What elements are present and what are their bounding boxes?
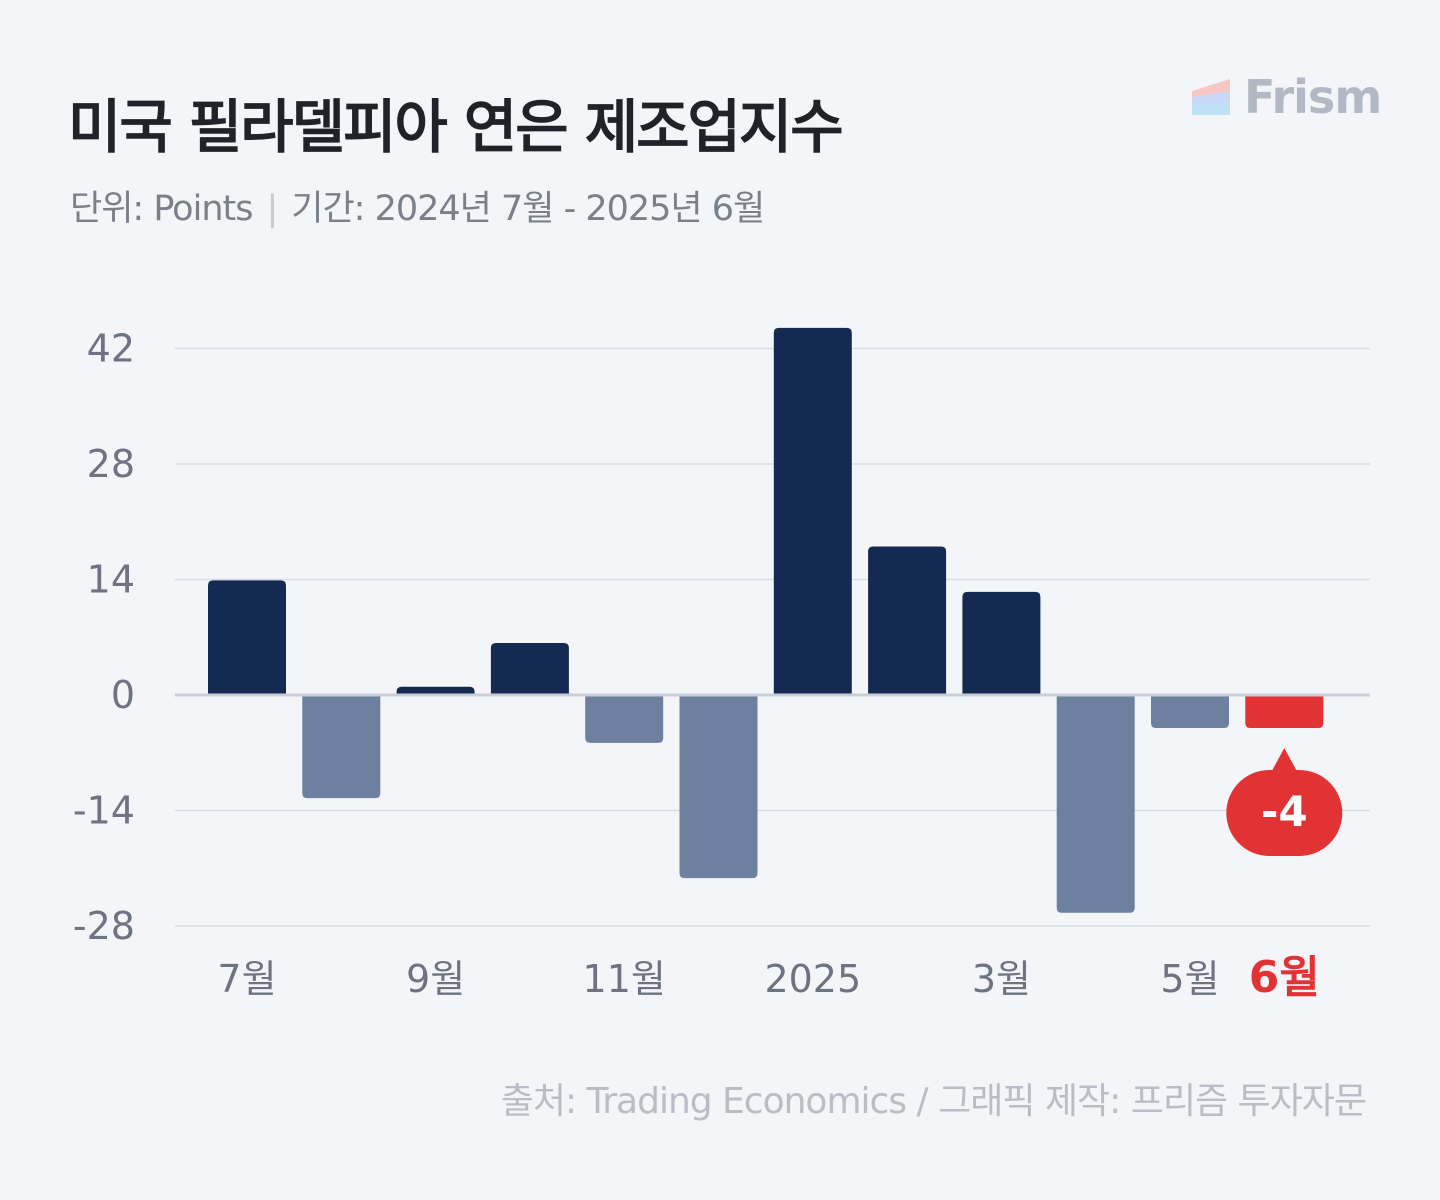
x-tick-label: 11월 xyxy=(583,957,666,1001)
bar-11 xyxy=(1151,695,1229,728)
x-tick-label: 2025 xyxy=(764,957,861,1001)
bar-12 xyxy=(1245,695,1324,728)
bar-2 xyxy=(302,695,381,799)
x-axis-ticks: 7월 9월 11월 2025 3월 5월 6월 xyxy=(217,952,1319,1003)
bar-3 xyxy=(396,686,475,695)
bar-10 xyxy=(1056,695,1135,913)
subtitle-separator: | xyxy=(266,189,278,229)
bar-9 xyxy=(962,591,1041,695)
y-tick-label: 0 xyxy=(111,673,135,717)
bar-6 xyxy=(679,695,758,879)
brand-name: Frism xyxy=(1244,70,1382,124)
y-tick-label: 42 xyxy=(87,327,135,371)
chart-title: 미국 필라델피아 연은 제조업지수 xyxy=(68,93,844,161)
x-tick-label: 6월 xyxy=(1249,952,1320,1003)
y-axis-ticks: 42 28 14 0 -14 -28 xyxy=(73,327,135,949)
callout-pointer xyxy=(1271,748,1298,772)
bar-chart: 42 28 14 0 -14 -28 7월 9월 11월 2025 3월 5월 6월 -4 xyxy=(73,327,1370,1003)
callout-value-label: -4 xyxy=(1261,787,1308,836)
highlight-callout: -4 xyxy=(1226,748,1343,856)
grid-lines xyxy=(175,347,1370,927)
source-note: 출처: Trading Economics / 그래픽 제작: 프리즘 투자자문 xyxy=(500,1081,1367,1122)
y-tick-label: -14 xyxy=(73,789,135,833)
unit-label: 단위: Points xyxy=(70,189,253,229)
x-tick-label: 9월 xyxy=(406,957,465,1001)
bar-8 xyxy=(868,546,947,695)
y-tick-label: -28 xyxy=(73,904,135,948)
bar-1 xyxy=(208,580,286,695)
prism-logo-icon xyxy=(1192,79,1230,115)
x-tick-label: 3월 xyxy=(972,957,1031,1001)
x-tick-label: 5월 xyxy=(1160,957,1219,1001)
bar-7 xyxy=(773,327,852,695)
bar-4 xyxy=(490,643,569,695)
y-tick-label: 28 xyxy=(87,442,135,486)
period-label: 기간: 2024년 7월 - 2025년 6월 xyxy=(291,189,765,229)
bars xyxy=(208,327,1324,913)
y-tick-label: 14 xyxy=(87,558,135,602)
chart-subtitle: 단위: Points | 기간: 2024년 7월 - 2025년 6월 xyxy=(70,180,765,231)
brand-logo: Frism xyxy=(1190,70,1382,124)
callout-bubble xyxy=(1226,770,1343,856)
bar-5 xyxy=(585,695,664,743)
x-tick-label: 7월 xyxy=(217,957,276,1001)
